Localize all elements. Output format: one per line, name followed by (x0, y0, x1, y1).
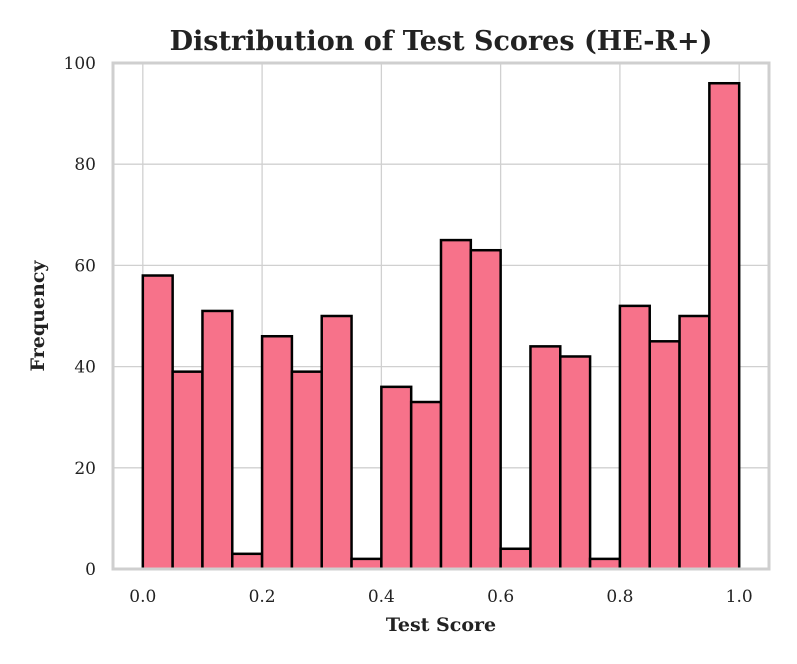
y-tick-label: 20 (74, 459, 96, 479)
histogram-bar (171, 370, 204, 571)
x-tick-label: 1.0 (726, 587, 753, 607)
x-axis-label: Test Score (386, 614, 496, 636)
histogram-bar (588, 557, 622, 571)
histogram-bar (231, 552, 264, 571)
histogram-bar (409, 400, 443, 571)
plot-frame (111, 61, 771, 571)
histogram-bar (708, 81, 741, 571)
x-tick-labels: 0.0 0.2 0.4 0.6 0.8 1.0 (129, 587, 752, 607)
chart-title: Distribution of Test Scores (HE-R+) (170, 26, 713, 57)
y-tick-labels: 0 20 40 60 80 100 (64, 54, 96, 580)
y-tick-label: 100 (64, 54, 96, 74)
x-tick-label: 0.6 (487, 587, 514, 607)
histogram-bar (141, 274, 174, 571)
histogram-bar (678, 314, 711, 571)
histogram-bar (529, 345, 562, 571)
histogram-bar (290, 370, 323, 571)
histogram-bar (469, 248, 502, 571)
x-tick-label: 0.8 (606, 587, 633, 607)
bars (141, 81, 741, 571)
histogram-bar (439, 238, 473, 571)
histogram-bar (320, 314, 353, 571)
y-tick-label: 60 (74, 256, 96, 276)
histogram-bar (350, 557, 383, 571)
histogram-bar (648, 340, 681, 571)
histogram-bar (499, 547, 532, 571)
y-tick-label: 40 (74, 358, 96, 378)
x-tick-label: 0.2 (249, 587, 276, 607)
histogram-bar (559, 355, 592, 571)
histogram-bar (618, 304, 651, 571)
histogram-bar (380, 385, 413, 571)
y-axis-label: Frequency (27, 260, 49, 372)
y-tick-label: 80 (74, 155, 96, 175)
x-tick-label: 0.4 (368, 587, 395, 607)
y-tick-label: 0 (85, 560, 96, 580)
histogram-bar (201, 309, 234, 571)
x-tick-label: 0.0 (129, 587, 156, 607)
histogram-bar (260, 334, 294, 571)
